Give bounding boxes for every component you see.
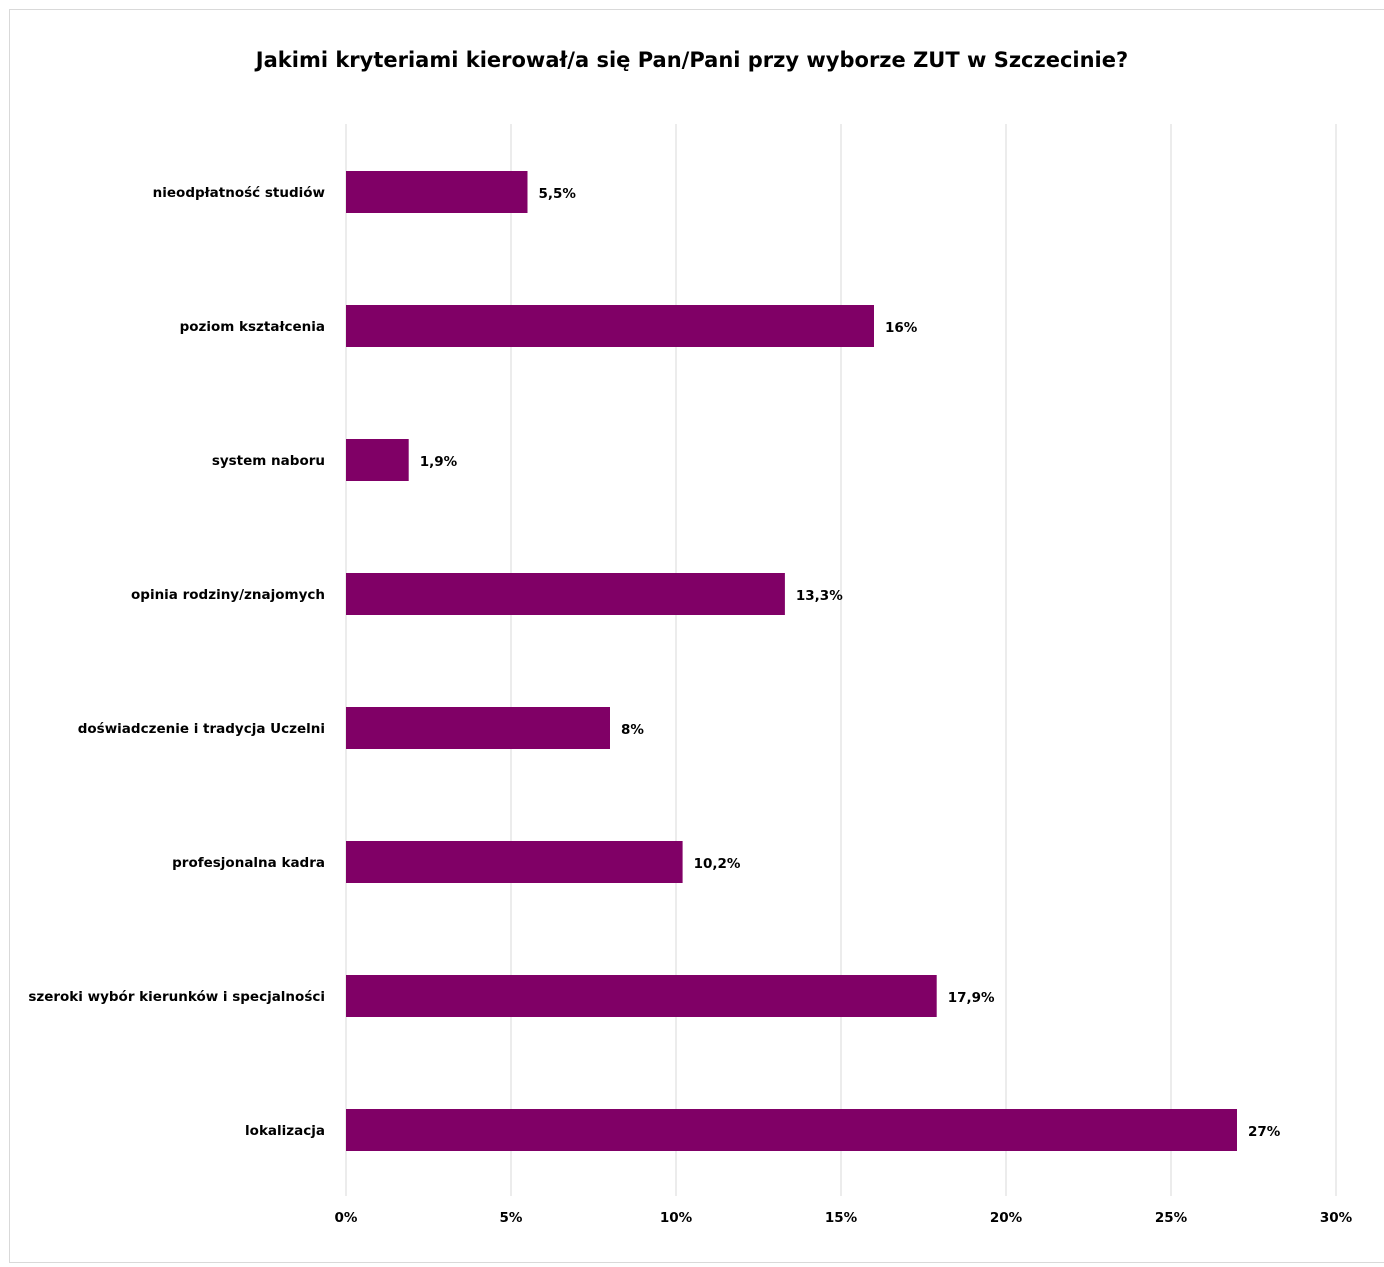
data-label: 17,9% <box>948 990 995 1006</box>
gridlines <box>345 124 1337 1196</box>
bar <box>346 439 409 481</box>
bar <box>346 841 683 883</box>
x-tick-label: 10% <box>660 1210 693 1226</box>
x-tick-label: 5% <box>500 1210 523 1226</box>
category-labels: nieodpłatność studiów poziom kształcenia s… <box>28 185 325 1139</box>
bar <box>346 707 610 749</box>
x-tick-label: 15% <box>825 1210 858 1226</box>
chart-frame <box>9 9 1384 1263</box>
data-label: 16% <box>885 320 918 336</box>
category-label: szeroki wybór kierunków i specjalności <box>28 989 325 1005</box>
value-labels: 5,5% 16% 1,9% 13,3% 8% 10,2% 17,9% 27% <box>420 186 1281 1140</box>
category-label: nieodpłatność studiów <box>153 185 325 201</box>
bar <box>346 171 528 213</box>
x-axis-tick-labels: 0% 5% 10% 15% 20% 25% 30% <box>335 1210 1353 1226</box>
data-label: 8% <box>621 722 644 738</box>
category-label: lokalizacja <box>245 1123 325 1139</box>
x-tick-label: 20% <box>990 1210 1023 1226</box>
x-tick-label: 30% <box>1320 1210 1353 1226</box>
category-label: opinia rodziny/znajomych <box>131 587 325 603</box>
data-label: 5,5% <box>539 186 577 202</box>
data-label: 1,9% <box>420 454 458 470</box>
chart-title: Jakimi kryteriami kierował/a się Pan/Pan… <box>255 48 1129 72</box>
data-label: 13,3% <box>796 588 843 604</box>
bar <box>346 1109 1237 1151</box>
bar <box>346 305 874 347</box>
x-tick-label: 0% <box>335 1210 358 1226</box>
bar <box>346 975 937 1017</box>
bar <box>346 573 785 615</box>
category-label: doświadczenie i tradycja Uczelni <box>78 721 325 737</box>
x-tick-label: 25% <box>1155 1210 1188 1226</box>
category-label: profesjonalna kadra <box>172 855 325 871</box>
category-label: poziom kształcenia <box>180 319 325 335</box>
data-label: 27% <box>1248 1124 1281 1140</box>
bars <box>346 171 1237 1151</box>
category-label: system naboru <box>212 453 325 469</box>
data-label: 10,2% <box>694 856 741 872</box>
